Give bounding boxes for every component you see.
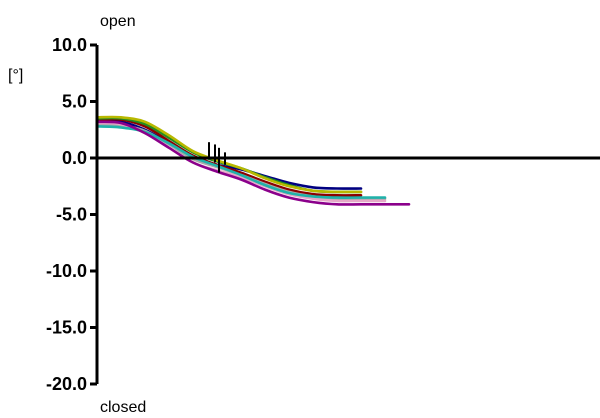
y-tick-label-7: -20.0 [46, 374, 87, 394]
marker-layer [208, 142, 226, 173]
y-tick-label-1: 10.0 [52, 35, 87, 55]
series-line-2 [95, 117, 363, 197]
open-annotation: open [100, 13, 136, 30]
y-axis-unit-label: [°] [8, 67, 23, 84]
series-line-5 [95, 125, 387, 199]
series-line-7 [95, 120, 411, 206]
series-layer [95, 115, 411, 206]
closed-annotation: closed [100, 399, 146, 416]
y-tick-label-5: -10.0 [46, 261, 87, 281]
y-tick-label-6: -15.0 [46, 318, 87, 338]
y-tick-label-3: 0.0 [62, 148, 87, 168]
series-line-8 [95, 115, 363, 194]
y-tick-label-2: 5.0 [62, 92, 87, 112]
y-tick-label-4: -5.0 [56, 205, 87, 225]
axis-layer: 10.0 5.0 0.0 -5.0 -10.0 -15.0 -20.0 [46, 35, 600, 394]
